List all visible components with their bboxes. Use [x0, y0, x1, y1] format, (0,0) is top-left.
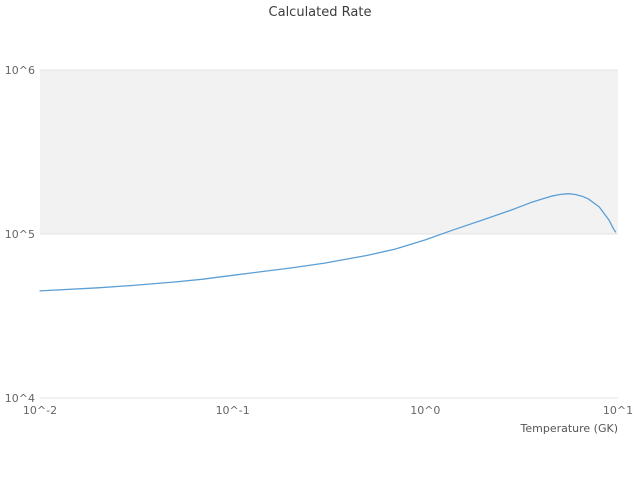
gridlines: [40, 69, 618, 399]
chart-title: Calculated Rate: [269, 5, 372, 20]
x-axis-ticks: 10^-2 10^-1 10^0 10^1: [23, 404, 633, 417]
x-tick-label: 10^1: [603, 404, 633, 417]
x-tick-label: 10^-2: [23, 404, 57, 417]
x-tick-label: 10^-1: [216, 404, 250, 417]
log-decade-band: [40, 70, 618, 234]
y-tick-label: 10^5: [5, 228, 35, 241]
y-tick-label: 10^6: [5, 64, 35, 77]
rate-line-series: [39, 193, 617, 292]
x-tick-label: 10^0: [410, 404, 440, 417]
x-axis-label: Temperature (GK): [520, 422, 619, 435]
y-tick-label: 10^4: [5, 392, 35, 405]
y-axis-ticks: 10^4 10^5 10^6: [5, 64, 35, 405]
